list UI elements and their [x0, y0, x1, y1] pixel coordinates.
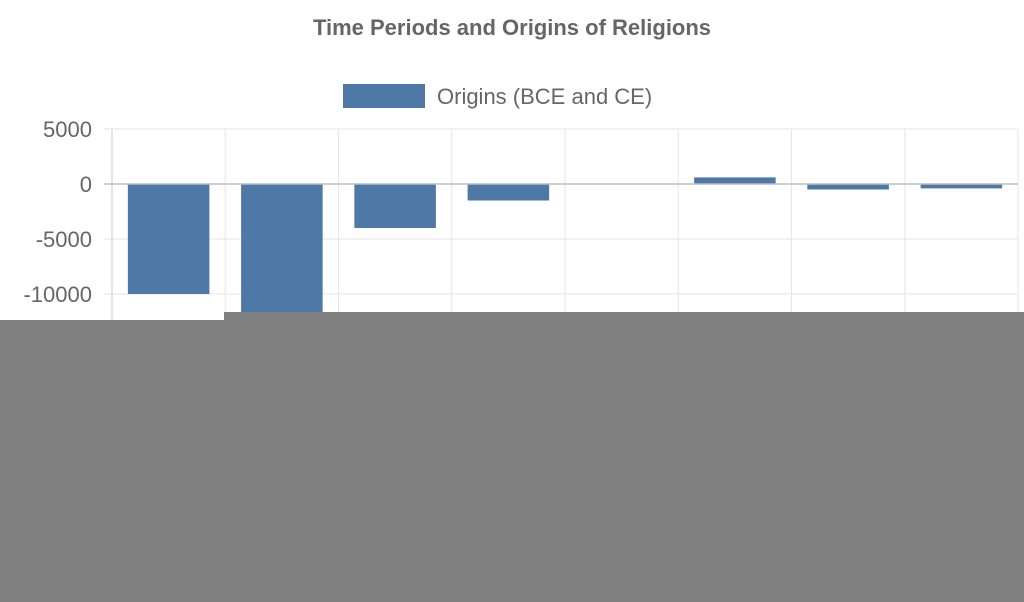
chart-title: Time Periods and Origins of Religions: [313, 15, 711, 40]
bar: [920, 184, 1003, 189]
gray-occlusion-block: [0, 312, 1024, 602]
bar: [694, 177, 776, 184]
bar: [467, 184, 550, 201]
gray-occlusion-main: [224, 312, 1024, 602]
gray-occlusion-left: [0, 320, 224, 602]
y-tick-label: 5000: [43, 117, 92, 142]
legend: Origins (BCE and CE): [343, 84, 652, 109]
y-tick-label: -10000: [23, 282, 92, 307]
legend-label: Origins (BCE and CE): [437, 84, 652, 109]
bar: [241, 184, 323, 316]
y-tick-label: 0: [80, 172, 92, 197]
bar: [127, 184, 210, 294]
y-axis-ticks: 5000 0 -5000 -10000: [23, 117, 92, 307]
bars: [127, 177, 1003, 316]
bar: [807, 184, 889, 190]
legend-swatch: [343, 84, 425, 108]
y-tick-label: -5000: [36, 227, 92, 252]
bar: [354, 184, 436, 228]
